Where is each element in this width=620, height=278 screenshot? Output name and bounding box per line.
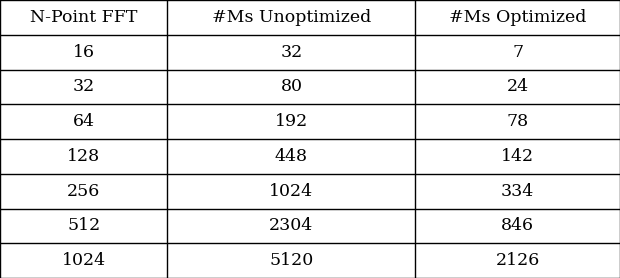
Text: 128: 128	[67, 148, 100, 165]
Text: 142: 142	[501, 148, 534, 165]
Text: 512: 512	[67, 217, 100, 234]
Text: 16: 16	[73, 44, 95, 61]
Text: 1024: 1024	[269, 183, 314, 200]
Text: 1024: 1024	[61, 252, 106, 269]
Text: 448: 448	[275, 148, 308, 165]
Text: 334: 334	[501, 183, 534, 200]
Text: 846: 846	[501, 217, 534, 234]
Text: 2126: 2126	[495, 252, 540, 269]
Text: N-Point FFT: N-Point FFT	[30, 9, 138, 26]
Text: #Ms Optimized: #Ms Optimized	[449, 9, 587, 26]
Text: 64: 64	[73, 113, 95, 130]
Text: 5120: 5120	[269, 252, 314, 269]
Text: 78: 78	[507, 113, 529, 130]
Text: 32: 32	[280, 44, 303, 61]
Text: 192: 192	[275, 113, 308, 130]
Text: 80: 80	[280, 78, 303, 95]
Text: 7: 7	[512, 44, 523, 61]
Text: 32: 32	[73, 78, 95, 95]
Text: 2304: 2304	[269, 217, 314, 234]
Text: 256: 256	[67, 183, 100, 200]
Text: 24: 24	[507, 78, 529, 95]
Text: #Ms Unoptimized: #Ms Unoptimized	[212, 9, 371, 26]
